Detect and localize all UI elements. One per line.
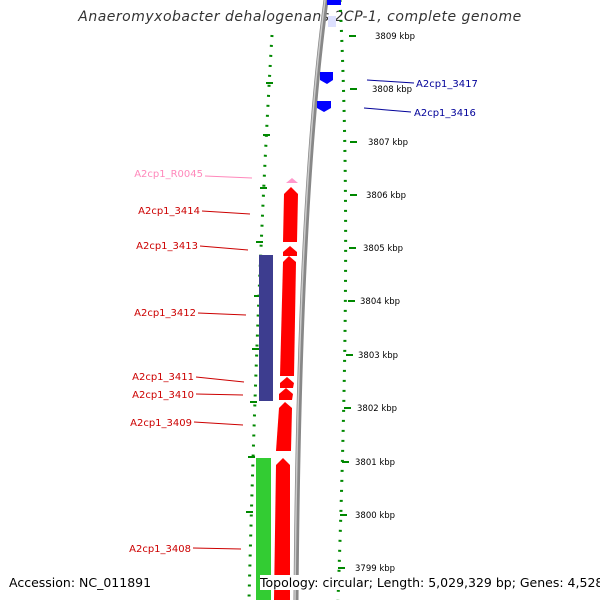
gene-label-a2cp1-r0045[interactable]: A2cp1_R0045 [134,169,203,180]
gene-label-a2cp1-3412[interactable]: A2cp1_3412 [134,308,196,319]
gene-label-a2cp1-3411[interactable]: A2cp1_3411 [132,372,194,383]
inner-dotted-ring [247,34,274,600]
gene-labels: A2cp1_R0045 A2cp1_3414 A2cp1_3413 A2cp1_… [129,79,478,555]
gene-a2cp1-3418-ghost [328,16,336,27]
scale-label: 3807 kbp [368,138,408,148]
gene-label-a2cp1-3414[interactable]: A2cp1_3414 [138,206,200,217]
gene-a2cp1-3417[interactable] [320,72,333,84]
gene-label-a2cp1-3413[interactable]: A2cp1_3413 [136,241,198,252]
accession-text: Accession: NC_011891 [9,575,152,590]
gene-label-a2cp1-3416[interactable]: A2cp1_3416 [414,108,476,119]
gene-a2cp1-3413[interactable] [283,246,297,256]
genome-summary-text: Topology: circular; Length: 5,029,329 bp… [260,575,600,590]
inner-ring-ticks [246,82,273,513]
gene-a2cp1-3410[interactable] [279,388,293,400]
scale-label: 3802 kbp [357,404,397,414]
gene-a2cp1-3412[interactable] [280,256,296,376]
genome-title: Anaeromyxobacter dehalogenans 2CP-1, com… [78,9,522,25]
gene-label-a2cp1-3409[interactable]: A2cp1_3409 [130,418,192,429]
scale-label: 3801 kbp [355,458,395,468]
gene-label-a2cp1-3410[interactable]: A2cp1_3410 [132,390,194,401]
scale-label: 3808 kbp [372,85,412,95]
gene-label-a2cp1-3408[interactable]: A2cp1_3408 [129,544,191,555]
scale-labels: 3809 kbp 3808 kbp 3807 kbp 3806 kbp 3805… [355,32,415,574]
gene-a2cp1-3416[interactable] [317,101,331,112]
scale-label: 3800 kbp [355,511,395,521]
scale-label: 3806 kbp [366,191,406,201]
gene-a2cp1-3409[interactable] [276,402,292,451]
scale-label: 3803 kbp [358,351,398,361]
scale-label: 3809 kbp [375,32,415,42]
outer-ring-ticks [338,35,357,569]
genome-backbone [293,0,329,600]
gene-a2cp1-3418[interactable] [327,0,341,5]
gene-label-a2cp1-3417[interactable]: A2cp1_3417 [416,79,478,90]
gene-a2cp1-3414[interactable] [283,187,298,242]
rna-a2cp1-r0045[interactable] [286,178,298,183]
scale-label: 3799 kbp [355,564,395,574]
gene-a2cp1-3408[interactable] [274,458,290,600]
outer-dotted-ring [336,0,348,600]
scale-label: 3804 kbp [360,297,400,307]
gene-a2cp1-3411[interactable] [280,377,294,388]
green-feature-track[interactable] [256,458,271,600]
purple-feature-track[interactable] [259,255,273,401]
scale-label: 3805 kbp [363,244,403,254]
label-connectors [192,79,415,550]
